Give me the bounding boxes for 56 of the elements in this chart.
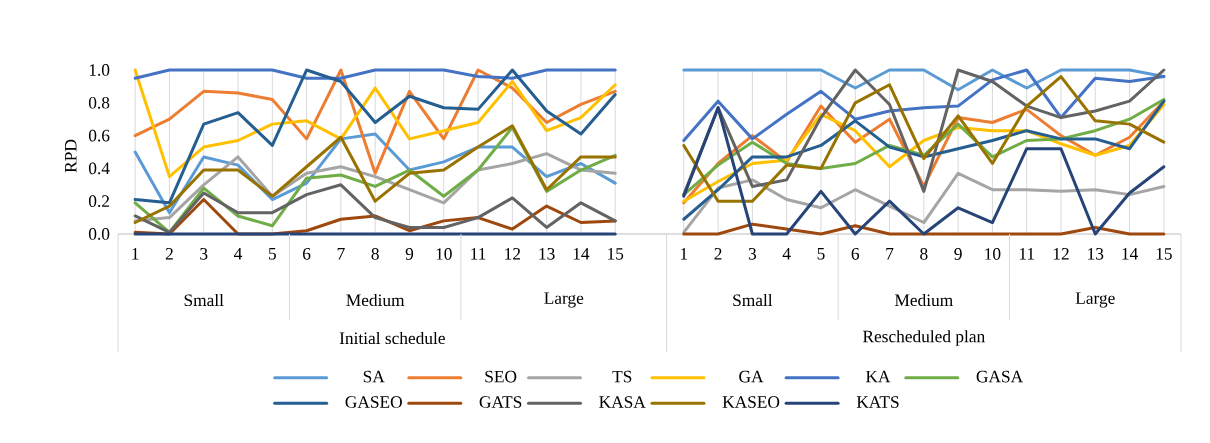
legend-label: GA — [739, 370, 764, 383]
x-tick-label: 4 — [234, 248, 243, 260]
legend-label: KASA — [599, 396, 646, 408]
y-tick-label: 0.0 — [88, 228, 110, 240]
x-tick-label: 3 — [748, 248, 757, 260]
legend-label: GASEO — [345, 396, 402, 408]
text: Large — [544, 292, 584, 308]
x-tick-label: 6 — [851, 248, 860, 260]
x-tick-label: 1 — [680, 248, 688, 260]
legend-label: KASEO — [722, 396, 780, 408]
x-tick-label: 9 — [405, 248, 414, 260]
legend-label: KATS — [856, 396, 899, 408]
text: Small — [733, 293, 773, 307]
x-tick-label: 15 — [608, 248, 624, 260]
y-tick-label: 1.0 — [89, 64, 110, 76]
text: Medium — [894, 293, 953, 307]
y-tick-label: 0.8 — [88, 96, 110, 109]
x-tick-label: 8 — [920, 248, 928, 260]
x-tick-label: 11 — [471, 248, 486, 260]
x-tick-label: 5 — [268, 248, 276, 260]
text: Large — [1075, 292, 1115, 308]
y-axis-title: RPD — [65, 139, 77, 173]
x-tick-label: 10 — [436, 248, 452, 260]
x-tick-label: 2 — [714, 248, 722, 260]
x-tick-label: 8 — [371, 248, 379, 260]
x-tick-label: 13 — [1088, 248, 1104, 260]
x-tick-label: 14 — [1122, 248, 1138, 260]
x-tick-label: 5 — [817, 248, 825, 260]
legend-label: GASA — [976, 370, 1024, 383]
x-tick-label: 11 — [1019, 248, 1035, 260]
x-tick-label: 10 — [985, 248, 1001, 260]
x-tick-label: 7 — [886, 248, 894, 260]
text: Initial schedule — [339, 331, 445, 345]
x-tick-label: 3 — [200, 248, 208, 260]
text: Small — [184, 293, 224, 307]
x-tick-label: 9 — [954, 248, 962, 260]
x-tick-label: 1 — [132, 248, 139, 260]
x-tick-label: 6 — [303, 248, 311, 260]
legend-label: GATS — [479, 396, 522, 408]
x-tick-label: 4 — [782, 248, 791, 260]
y-tick-label: 0.4 — [88, 162, 110, 175]
legend-label: TS — [612, 370, 632, 383]
legend-label: SA — [363, 370, 385, 383]
x-tick-label: 12 — [1053, 248, 1069, 260]
x-tick-label: 2 — [165, 248, 173, 260]
y-tick-label: 0.2 — [88, 195, 110, 208]
x-tick-label: 15 — [1156, 248, 1172, 260]
legend-label: KA — [865, 370, 891, 383]
x-tick-label: 12 — [505, 248, 521, 260]
x-tick-label: 7 — [337, 248, 345, 260]
text: Medium — [346, 293, 405, 307]
text: Rescheduled plan — [862, 330, 985, 346]
legend-label: SEO — [485, 370, 517, 383]
y-tick-label: 0.6 — [88, 129, 110, 142]
x-tick-label: 13 — [539, 248, 555, 260]
x-tick-label: 14 — [573, 248, 590, 260]
